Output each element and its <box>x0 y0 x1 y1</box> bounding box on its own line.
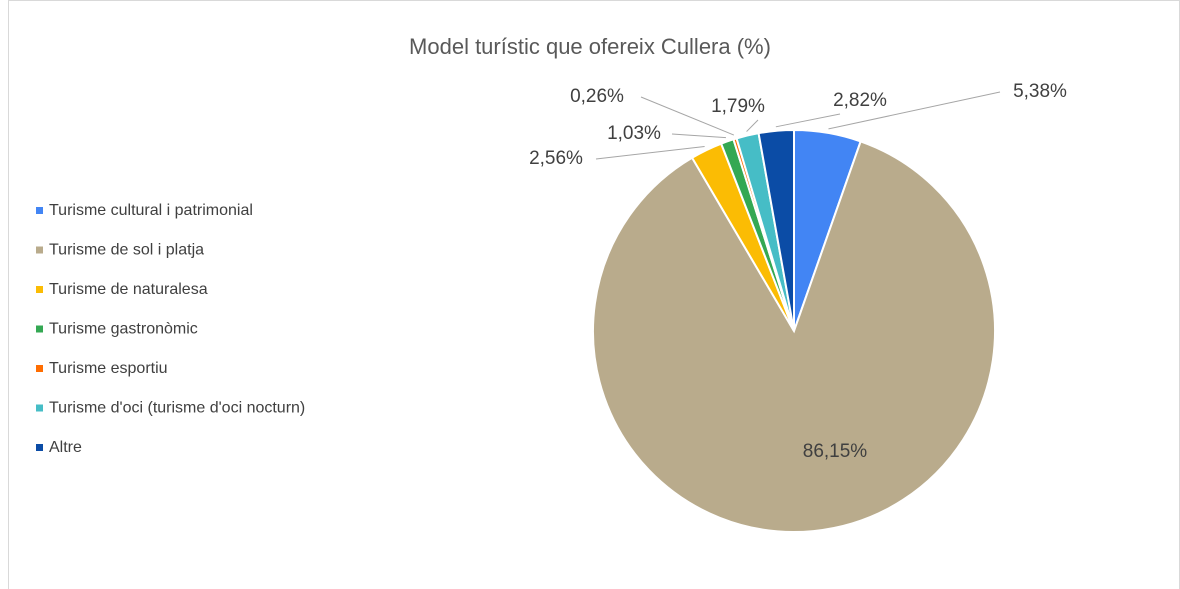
leader-line <box>828 91 1001 130</box>
legend-label: Turisme cultural i patrimonial <box>49 202 253 219</box>
legend-swatch <box>36 207 43 214</box>
leader-line <box>775 113 841 128</box>
legend-swatch <box>36 404 43 412</box>
data-label: 2,82% <box>833 90 887 111</box>
legend-label: Turisme d'oci (turisme d'oci nocturn) <box>49 400 305 417</box>
legend-label: Turisme esportiu <box>49 360 168 377</box>
legend-label: Turisme gastronòmic <box>49 321 198 338</box>
legend-swatch <box>36 365 43 372</box>
legend-label: Turisme de sol i platja <box>49 242 204 259</box>
legend-swatch <box>36 325 43 333</box>
pie-slice <box>592 140 996 533</box>
data-label: 0,26% <box>570 86 624 107</box>
legend-label: Turisme de naturalesa <box>49 281 208 298</box>
legend-swatch <box>36 286 43 293</box>
legend-label: Altre <box>49 439 82 456</box>
leader-line <box>640 96 735 136</box>
data-label: 5,38% <box>1013 81 1067 102</box>
data-label: 1,79% <box>711 96 765 117</box>
pie-slice <box>757 128 795 332</box>
chart-title: Model turístic que ofereix Cullera (%) <box>409 34 771 59</box>
legend-swatch <box>36 246 43 254</box>
leader-line <box>746 119 759 132</box>
data-label: 2,56% <box>529 148 583 169</box>
leader-line <box>595 146 705 160</box>
data-label: 86,15% <box>803 441 868 462</box>
legend-swatch <box>36 444 43 451</box>
data-label: 1,03% <box>607 123 661 144</box>
leader-line <box>671 133 726 139</box>
